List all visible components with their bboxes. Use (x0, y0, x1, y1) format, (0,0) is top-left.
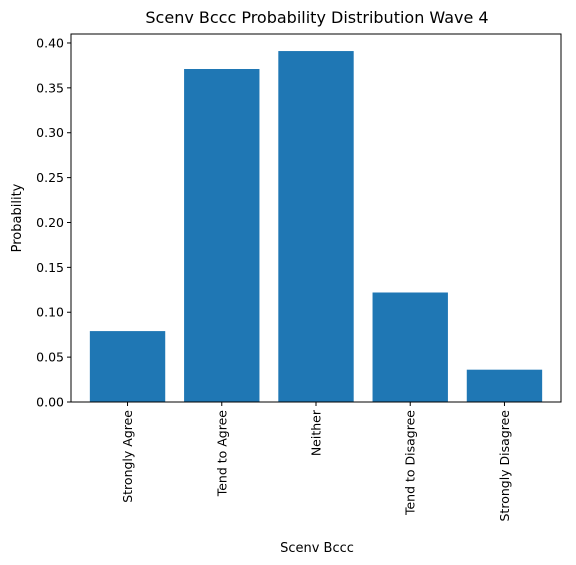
y-tick-label: 0.10 (36, 305, 64, 320)
y-axis-ticks: 0.00 0.05 0.10 0.15 0.20 0.25 0.30 0.35 0.40 (36, 35, 71, 410)
bar-strongly-disagree (466, 369, 543, 402)
y-tick-label: 0.00 (36, 395, 64, 410)
y-tick-label: 0.15 (36, 260, 64, 275)
bar-tend-to-agree (184, 69, 260, 402)
x-tick-label: Tend to Disagree (403, 410, 418, 516)
x-axis-ticks: Strongly Agree Tend to Agree Neither Tend t… (120, 402, 512, 522)
y-tick-label: 0.40 (36, 35, 64, 50)
bar-tend-to-disagree (372, 292, 448, 402)
x-axis-label: Scenv Bccc (280, 541, 354, 556)
x-tick-label: Tend to Agree (214, 410, 229, 498)
y-axis-label: Probability (10, 183, 25, 252)
y-tick-label: 0.30 (36, 125, 64, 140)
y-tick-label: 0.20 (36, 215, 64, 230)
x-tick-label: Neither (309, 409, 324, 456)
x-tick-label: Strongly Agree (120, 410, 135, 503)
y-tick-label: 0.05 (36, 350, 64, 365)
chart-title: Scenv Bccc Probability Distribution Wave… (145, 8, 488, 27)
bars-group (89, 51, 543, 403)
plot-frame (70, 33, 562, 403)
y-tick-label: 0.35 (36, 80, 64, 95)
bar-strongly-agree (89, 331, 166, 402)
bar-neither (278, 51, 354, 403)
y-tick-label: 0.25 (36, 170, 64, 185)
x-tick-label: Strongly Disagree (497, 410, 512, 522)
